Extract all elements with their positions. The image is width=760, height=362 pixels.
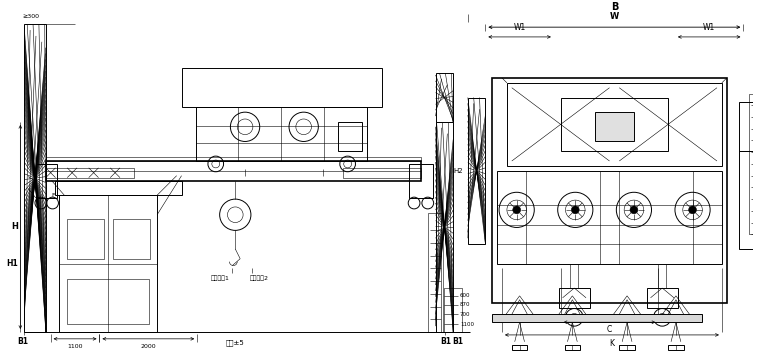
Bar (338, 122, 363, 151)
Text: ≥300: ≥300 (22, 14, 40, 19)
Bar (343, 168, 421, 178)
Text: 1100: 1100 (460, 322, 474, 327)
Bar (497, 171, 722, 264)
Bar (739, 102, 760, 151)
Bar (619, 345, 635, 350)
Bar (409, 164, 432, 198)
Text: 电磁吸盘1: 电磁吸盘1 (211, 275, 230, 281)
Circle shape (513, 206, 521, 214)
Text: 轨距±5: 轨距±5 (226, 340, 245, 346)
Text: H1: H1 (7, 259, 18, 268)
Bar (46, 168, 134, 178)
Text: 870: 870 (460, 302, 470, 307)
Bar (561, 97, 668, 151)
Text: 600: 600 (460, 293, 470, 298)
Text: C: C (607, 325, 612, 334)
Bar (595, 112, 634, 142)
Bar (492, 78, 727, 303)
Circle shape (630, 206, 638, 214)
Bar (739, 151, 760, 249)
Text: W1: W1 (703, 23, 715, 32)
Text: 2000: 2000 (141, 344, 156, 349)
Text: B1: B1 (452, 337, 463, 346)
Bar (182, 68, 382, 107)
Bar (24, 24, 46, 332)
Text: 1100: 1100 (68, 344, 83, 349)
Bar (435, 73, 453, 122)
Bar (428, 213, 443, 332)
Text: F: F (51, 193, 55, 198)
Bar (36, 164, 58, 198)
Text: K: K (610, 339, 614, 348)
Bar (668, 345, 684, 350)
Bar (559, 288, 590, 308)
Circle shape (572, 206, 579, 214)
Bar (565, 345, 580, 350)
Bar (647, 288, 678, 308)
Bar (59, 195, 157, 332)
Text: B: B (611, 1, 618, 12)
Text: 700: 700 (460, 312, 470, 317)
Bar (749, 94, 760, 234)
Circle shape (689, 206, 696, 214)
Bar (445, 288, 462, 332)
Text: B1: B1 (440, 337, 451, 346)
Text: H2: H2 (453, 168, 463, 174)
Bar (46, 157, 421, 161)
Text: 电磁吸盘2: 电磁吸盘2 (250, 275, 269, 281)
Bar (511, 345, 527, 350)
Bar (46, 161, 421, 181)
Text: H: H (11, 223, 18, 231)
Bar (435, 122, 453, 332)
Bar (492, 315, 702, 322)
Bar (468, 97, 486, 244)
Bar (113, 219, 150, 259)
Text: W: W (610, 12, 619, 21)
Bar (196, 107, 367, 161)
Text: W1: W1 (514, 23, 526, 32)
Bar (507, 83, 722, 166)
Bar (67, 279, 149, 324)
Bar (67, 219, 104, 259)
Text: B1: B1 (17, 337, 28, 346)
Bar (55, 181, 182, 195)
